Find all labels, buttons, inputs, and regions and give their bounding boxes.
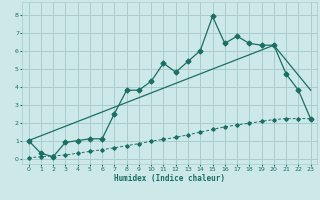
X-axis label: Humidex (Indice chaleur): Humidex (Indice chaleur)	[114, 174, 225, 183]
